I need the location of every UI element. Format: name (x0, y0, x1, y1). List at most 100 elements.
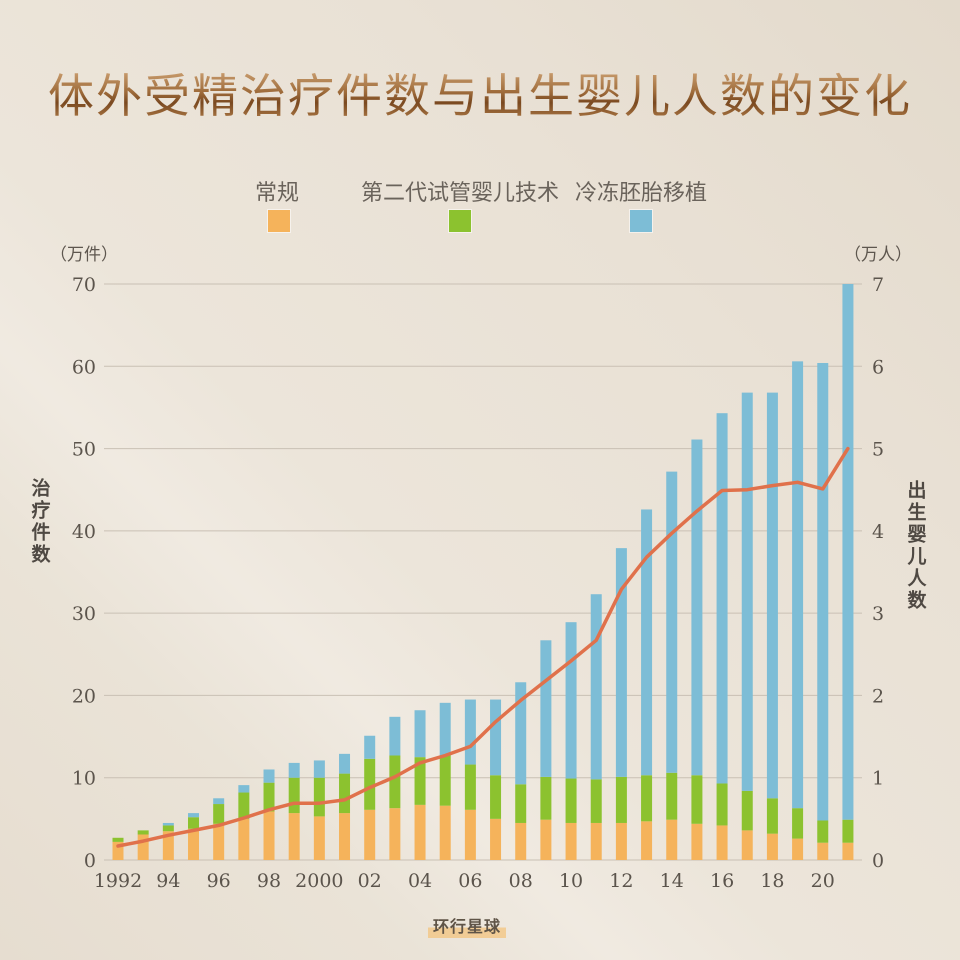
bar-segment (188, 813, 200, 818)
x-tick-label: 18 (760, 870, 784, 892)
left-axis-unit: （万件） (50, 245, 118, 265)
bar-segment (842, 284, 854, 820)
x-tick-label: 06 (458, 870, 482, 892)
y-left-tick-label: 50 (72, 439, 96, 461)
bar-segment (464, 764, 476, 810)
bar-segment (313, 760, 325, 778)
bar-segment (842, 819, 854, 843)
y-left-tick-label: 60 (72, 356, 96, 378)
bar-segment (817, 362, 829, 821)
y-right-tick-label: 3 (872, 603, 884, 625)
bar-segment (817, 820, 829, 843)
y-right-tick-label: 1 (872, 768, 884, 790)
bar-segment (213, 798, 225, 805)
bar-segment (162, 822, 174, 826)
x-tick-label: 98 (257, 870, 281, 892)
bar-segment (364, 809, 376, 860)
x-tick-label: 16 (710, 870, 734, 892)
bar-segment (464, 809, 476, 860)
y-right-tick-label: 0 (872, 850, 884, 872)
y-left-tick-label: 20 (72, 685, 96, 707)
bar-segment (615, 776, 627, 823)
bar-segment (112, 837, 124, 842)
bar-segment (741, 830, 753, 860)
births-line (116, 446, 850, 848)
bar-segment (490, 699, 502, 776)
bar-segment (162, 825, 174, 832)
x-tick-label: 1992 (94, 870, 142, 892)
legend-label-conventional: 常规 (254, 181, 300, 206)
bar-segment (162, 831, 174, 860)
bar-segment (389, 716, 401, 756)
bar-segment (716, 783, 728, 826)
x-tick-label: 94 (156, 870, 180, 892)
bar-segment (137, 834, 149, 860)
bar-segment (137, 830, 149, 835)
bar-segment (439, 805, 451, 860)
bar-segment (741, 790, 753, 831)
bar-segment (540, 819, 552, 860)
bar-segment (766, 833, 778, 860)
births-line-path (116, 446, 850, 848)
bar-segment (565, 822, 577, 860)
bar-segment (339, 813, 351, 860)
bar-segment (691, 823, 703, 860)
bar-segment (389, 808, 401, 860)
bar-segment (666, 772, 678, 820)
bar-segment (515, 784, 527, 823)
y-right-tick-label: 7 (872, 274, 884, 296)
bar-segment (288, 777, 300, 814)
bar-segment (741, 392, 753, 791)
y-right-tick-label: 4 (872, 521, 884, 543)
bar-segment (414, 757, 426, 805)
bar-segment (691, 439, 703, 776)
legend-swatch-conventional (268, 210, 290, 232)
y-right-tick-label: 6 (872, 356, 884, 378)
bar-segment (238, 785, 250, 793)
bar-segment (389, 755, 401, 809)
bar-segment (766, 392, 778, 799)
watermark: 环行星球 (427, 916, 507, 938)
bar-segment (339, 773, 351, 814)
bar-segment (313, 777, 325, 817)
legend-swatch-icsi (449, 210, 471, 232)
bar-segment (590, 822, 602, 860)
y-left-tick-label: 40 (72, 521, 96, 543)
bar-segment (716, 413, 728, 784)
bar-segment (490, 818, 502, 860)
bar-segment (565, 778, 577, 823)
bar-segment (414, 710, 426, 758)
bar-segment (666, 471, 678, 773)
y-right-tick-label: 2 (872, 685, 884, 707)
bar-segment (641, 775, 653, 822)
right-axis-unit: （万人） (844, 245, 912, 265)
y-left-tick-label: 30 (72, 603, 96, 625)
bar-segment (439, 702, 451, 756)
bar-segment (263, 769, 275, 783)
bar-segment (590, 779, 602, 823)
bar-segment (464, 699, 476, 765)
x-tick-label: 02 (358, 870, 382, 892)
bar-segment (439, 755, 451, 806)
bar-segment (188, 828, 200, 860)
bar-segment (515, 682, 527, 785)
bar-segment (263, 782, 275, 812)
bar-segment (112, 841, 124, 860)
bar-segment (766, 798, 778, 834)
bar-segment (792, 808, 804, 839)
bar-segment (691, 775, 703, 824)
y-left-tick-label: 10 (72, 768, 96, 790)
stacked-bars (112, 284, 854, 860)
bar-segment (842, 842, 854, 860)
y-right-tick-label: 5 (872, 439, 884, 461)
x-tick-label: 2000 (295, 870, 343, 892)
x-tick-label: 20 (811, 870, 835, 892)
bar-segment (213, 804, 225, 824)
left-axis-title: 治疗件数 (28, 478, 51, 566)
bar-segment (540, 776, 552, 820)
legend-label-icsi: 第二代试管婴儿技术 (360, 181, 560, 206)
bar-segment (238, 818, 250, 860)
bar-segment (615, 548, 627, 777)
